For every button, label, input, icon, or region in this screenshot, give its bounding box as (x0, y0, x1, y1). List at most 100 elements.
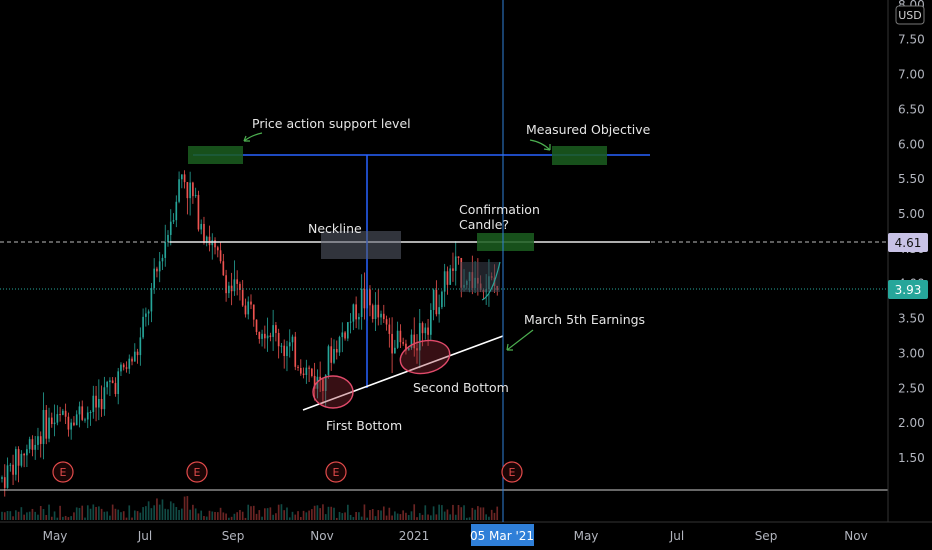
candle (311, 367, 313, 378)
candle (81, 400, 84, 422)
volume-bar (131, 517, 133, 520)
volume-bar (31, 508, 34, 520)
earnings-marker-1[interactable]: E (52, 461, 74, 483)
candle (3, 464, 6, 497)
second-bottom-label[interactable]: Second Bottom (413, 380, 509, 395)
candle (136, 348, 139, 364)
candle (59, 406, 61, 422)
volume-bar (150, 508, 153, 520)
volume-bar (205, 516, 208, 520)
candle (86, 406, 89, 429)
earnings-marker-2[interactable]: E (186, 461, 208, 483)
volume-bar (385, 515, 388, 520)
volume-bar (261, 516, 263, 520)
candle (391, 317, 393, 373)
candle (120, 362, 122, 376)
support-zone[interactable] (188, 146, 243, 164)
support-label[interactable]: Price action support level (252, 116, 411, 131)
arrow-earnings (506, 329, 534, 351)
svg-text:3.93: 3.93 (895, 283, 922, 297)
volume-bar (239, 509, 241, 520)
x-tick-label: Sep (222, 529, 245, 543)
volume-bar (280, 504, 283, 520)
candle (172, 213, 175, 225)
volume-bar (133, 510, 136, 520)
candle (258, 331, 261, 344)
currency-button[interactable]: USD (895, 5, 925, 25)
volume-bar (172, 503, 175, 520)
candle (313, 362, 316, 401)
candle (327, 344, 330, 379)
volume-bar (28, 511, 31, 520)
x-tick-label: Jul (669, 529, 684, 543)
candle (125, 361, 128, 373)
time-axis[interactable]: MayJulSepNov2021MarMayJulSepNov (43, 529, 868, 543)
volume-bar (413, 504, 416, 520)
candle (443, 263, 446, 307)
trendline[interactable] (302, 335, 504, 411)
svg-text:05 Mar '21: 05 Mar '21 (470, 529, 534, 543)
volume-bar (388, 507, 391, 520)
earnings-marker-4[interactable]: E (501, 461, 523, 483)
candle (308, 365, 310, 383)
volume-bar (214, 511, 216, 520)
candle (297, 365, 299, 371)
candle (84, 417, 86, 423)
y-tick-label: 2.50 (898, 381, 925, 395)
candle (164, 224, 167, 267)
volume-bar (3, 512, 6, 520)
confirmation-label-2[interactable]: Candle? (459, 217, 509, 232)
volume-bar (153, 505, 155, 520)
candle (183, 170, 186, 189)
volume-bar (186, 496, 189, 520)
candle (31, 435, 34, 457)
volume-bar (12, 516, 14, 520)
neckline-label[interactable]: Neckline (308, 221, 362, 236)
volume-bar (380, 510, 382, 520)
volume-bar (258, 510, 261, 520)
earnings-annotation[interactable]: March 5th Earnings (524, 312, 645, 327)
y-tick-label: 6.00 (898, 137, 925, 151)
confirmation-zone[interactable] (477, 233, 534, 251)
measured-objective-zone[interactable] (552, 146, 607, 165)
volume-bar (23, 514, 25, 520)
candle (145, 307, 147, 327)
candle (75, 410, 78, 426)
second-bottom-ellipse[interactable] (397, 336, 453, 378)
neckline-zone[interactable] (321, 231, 401, 259)
volume-bar (264, 508, 266, 520)
volume-bar (103, 511, 106, 520)
candle (181, 174, 183, 189)
candle (283, 339, 286, 369)
candle (352, 303, 355, 331)
svg-text:E: E (194, 466, 201, 479)
candle (252, 304, 255, 327)
arrow-support (243, 132, 263, 142)
volume-bar (275, 513, 277, 520)
svg-text:E: E (509, 466, 516, 479)
volume-bar (316, 505, 319, 520)
volume-bar (446, 509, 449, 520)
candle (299, 359, 302, 376)
measured-objective-label[interactable]: Measured Objective (526, 122, 651, 137)
candle (70, 418, 72, 440)
volume-bar (64, 515, 67, 520)
volume-bar (75, 507, 78, 520)
candle (106, 380, 108, 395)
candle (222, 253, 225, 276)
volume-bar (438, 504, 440, 520)
price-axis[interactable]: 8.007.507.006.506.005.505.004.504.003.50… (898, 0, 925, 465)
candle (117, 367, 120, 405)
candle (349, 313, 352, 334)
candle (416, 334, 418, 364)
confirmation-label-1[interactable]: Confirmation (459, 202, 540, 217)
y-tick-label: 2.00 (898, 416, 925, 430)
volume-bar (167, 509, 169, 520)
volume-bar (421, 514, 424, 520)
volume-bar (247, 504, 250, 520)
first-bottom-ellipse[interactable] (312, 375, 354, 409)
candle (28, 436, 31, 454)
first-bottom-label[interactable]: First Bottom (326, 418, 402, 433)
earnings-marker-3[interactable]: E (325, 461, 347, 483)
